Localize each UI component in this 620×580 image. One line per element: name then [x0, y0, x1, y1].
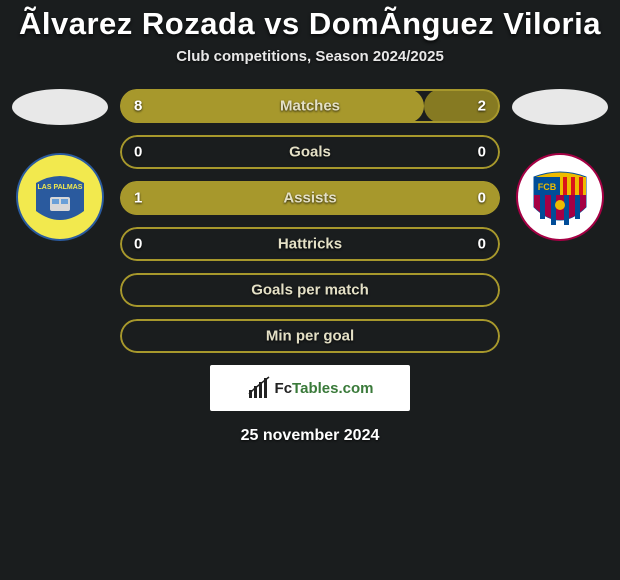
chart-icon [247, 376, 271, 400]
stat-value-left: 8 [134, 98, 142, 115]
stat-label: Assists [283, 190, 336, 207]
stat-bar: 0 0 Goals [120, 135, 500, 169]
stat-value-right: 0 [478, 236, 486, 253]
stat-label: Goals per match [251, 282, 369, 299]
stat-label: Matches [280, 98, 340, 115]
left-player-column: LAS PALMAS [10, 89, 110, 241]
stat-bar: 8 2 Matches [120, 89, 500, 123]
las-palmas-crest-icon: LAS PALMAS [16, 153, 104, 241]
stat-value-left: 0 [134, 236, 142, 253]
stat-value-left: 0 [134, 144, 142, 161]
left-club-badge: LAS PALMAS [16, 153, 104, 241]
stat-label: Goals [289, 144, 331, 161]
svg-text:LAS PALMAS: LAS PALMAS [38, 184, 83, 191]
comparison-row: LAS PALMAS 8 2 Matches 0 0 Goals 1 0 Assists 0 0 Ha… [0, 89, 620, 353]
stat-value-right: 2 [478, 98, 486, 115]
stat-bar: Goals per match [120, 273, 500, 307]
brand-suffix: Tables.com [292, 380, 373, 397]
subtitle: Club competitions, Season 2024/2025 [0, 48, 620, 65]
page-title: Ãlvarez Rozada vs DomÃ­nguez Viloria [0, 6, 620, 42]
stat-value-right: 0 [478, 144, 486, 161]
date-label: 25 november 2024 [0, 427, 620, 445]
right-flag [512, 89, 608, 125]
left-flag [12, 89, 108, 125]
right-club-badge: FCB [516, 153, 604, 241]
stat-value-right: 0 [478, 190, 486, 207]
stat-bar: 0 0 Hattricks [120, 227, 500, 261]
comparison-card: Ãlvarez Rozada vs DomÃ­nguez Viloria Clu… [0, 0, 620, 445]
stat-label: Hattricks [278, 236, 342, 253]
stat-value-left: 1 [134, 190, 142, 207]
stat-right-fill [424, 89, 500, 123]
right-player-column: FCB [510, 89, 610, 241]
attribution-badge[interactable]: FcTables.com [210, 365, 410, 411]
barcelona-crest-icon: FCB [516, 153, 604, 241]
brand-prefix: Fc [275, 380, 293, 397]
stat-bar: 1 0 Assists [120, 181, 500, 215]
stat-bar: Min per goal [120, 319, 500, 353]
stat-label: Min per goal [266, 328, 354, 345]
stats-column: 8 2 Matches 0 0 Goals 1 0 Assists 0 0 Hattricks Goal… [110, 89, 510, 353]
svg-text:FCB: FCB [538, 182, 557, 192]
stat-left-fill [120, 89, 424, 123]
